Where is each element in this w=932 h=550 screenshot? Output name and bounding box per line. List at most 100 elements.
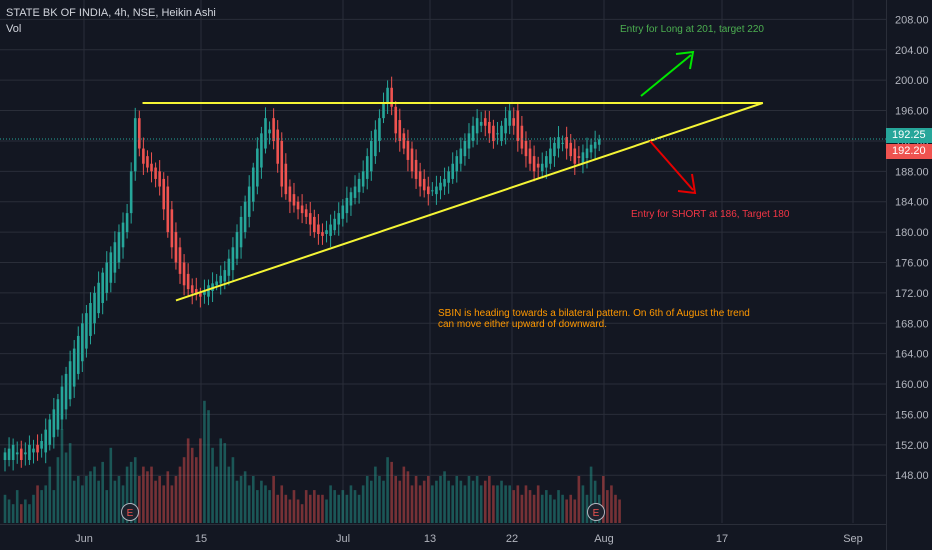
volume-bar <box>422 480 426 523</box>
drawing-tools[interactable] <box>0 50 886 302</box>
volume-bar <box>85 476 88 523</box>
candle-body <box>370 140 373 172</box>
volume-bar <box>44 485 47 523</box>
volume-bar <box>194 457 198 523</box>
candle-body <box>549 148 552 164</box>
candle-body <box>178 247 182 274</box>
candle-body <box>48 419 52 445</box>
pattern-commentary[interactable]: SBIN is heading towards a bilateral patt… <box>438 308 750 330</box>
volume-bar <box>48 466 52 523</box>
long-entry-annotation[interactable]: Entry for Long at 201, target 220 <box>620 24 764 35</box>
volume-bar <box>431 485 434 523</box>
volume-bar <box>105 490 109 523</box>
volume-bar <box>231 457 235 523</box>
candle-body <box>557 137 560 149</box>
candle-body <box>101 272 104 304</box>
volume-bar <box>374 466 377 523</box>
volume-bar <box>89 471 92 523</box>
candle-body <box>15 452 19 455</box>
volume-bar <box>125 466 129 523</box>
candle-body <box>488 121 491 134</box>
volume-bar <box>606 490 609 523</box>
candle-body <box>528 148 532 164</box>
volume-bar <box>219 438 223 523</box>
candle-body <box>308 213 312 225</box>
volume-bar <box>610 485 613 523</box>
volume-bar <box>479 485 483 523</box>
candle-body <box>304 209 308 217</box>
volume-bar <box>19 504 23 523</box>
price-tick-label: 156.00 <box>895 409 929 421</box>
candle-body <box>565 137 568 149</box>
volume-bar <box>585 494 589 523</box>
candle-body <box>28 444 31 461</box>
candle-body <box>24 452 27 455</box>
volume-bar <box>11 504 15 523</box>
volume-bar <box>276 494 279 523</box>
volume-bar <box>439 476 442 523</box>
candle-body <box>321 232 324 236</box>
earnings-event-icon[interactable]: E <box>121 503 139 521</box>
candle-body <box>186 273 190 290</box>
candle-body <box>174 232 178 263</box>
candle-body <box>235 232 239 259</box>
candle-body <box>349 192 353 206</box>
time-tick-label: 22 <box>506 533 518 545</box>
volume-bar <box>398 480 402 523</box>
candle-body <box>451 163 454 179</box>
volume-bar <box>573 499 577 523</box>
volume-bar <box>528 490 532 523</box>
candle-body <box>545 156 548 168</box>
volume-bar <box>109 447 113 523</box>
candle-body <box>483 118 487 126</box>
chart-grid <box>0 0 886 523</box>
candle-body <box>479 121 483 126</box>
candle-body <box>553 142 556 157</box>
volume-bar <box>113 480 117 523</box>
short-entry-annotation[interactable]: Entry for SHORT at 186, Target 180 <box>631 209 790 220</box>
price-tick-label: 176.00 <box>895 257 929 269</box>
price-tick-label: 196.00 <box>895 106 929 118</box>
candle-body <box>81 323 84 362</box>
candle-body <box>60 386 64 420</box>
candle-body <box>357 178 361 193</box>
volume-label[interactable]: Vol <box>6 23 22 35</box>
candle-body <box>76 335 80 374</box>
volume-bar <box>508 485 511 523</box>
volume-bar <box>292 490 296 523</box>
candle-body <box>508 110 511 126</box>
candle-body <box>410 148 414 172</box>
price-tick-label: 168.00 <box>895 318 929 330</box>
volume-bar <box>235 480 239 523</box>
candle-body <box>146 156 149 168</box>
volume-bar <box>524 485 528 523</box>
candle-body <box>296 201 300 210</box>
volume-bar <box>304 490 308 523</box>
volume-bar <box>382 480 385 523</box>
candle-body <box>569 142 573 157</box>
volume-bar <box>170 485 174 523</box>
chart-legend: STATE BK OF INDIA, 4h, NSE, Heikin Ashi … <box>6 5 216 37</box>
candle-body <box>256 148 259 187</box>
volume-bar <box>418 485 422 523</box>
volume-bar <box>211 447 214 523</box>
volume-bar <box>601 476 605 523</box>
volume-bar <box>357 494 361 523</box>
volume-bar <box>158 476 161 523</box>
volume-bar <box>532 494 536 523</box>
candle-body <box>150 163 153 172</box>
candle-body <box>426 186 430 195</box>
candle-body <box>154 167 157 179</box>
symbol-title[interactable]: STATE BK OF INDIA, 4h, NSE, Heikin Ashi <box>6 7 216 19</box>
candle-body <box>386 87 389 103</box>
volume-bar <box>618 499 621 523</box>
candle-body <box>7 448 11 461</box>
volume-bar <box>296 499 300 523</box>
volume-bar <box>121 485 125 523</box>
volume-bar <box>133 457 137 523</box>
candle-body <box>467 133 471 149</box>
candle-body <box>3 452 7 461</box>
earnings-event-icon[interactable]: E <box>587 503 605 521</box>
candle-body <box>32 448 35 453</box>
